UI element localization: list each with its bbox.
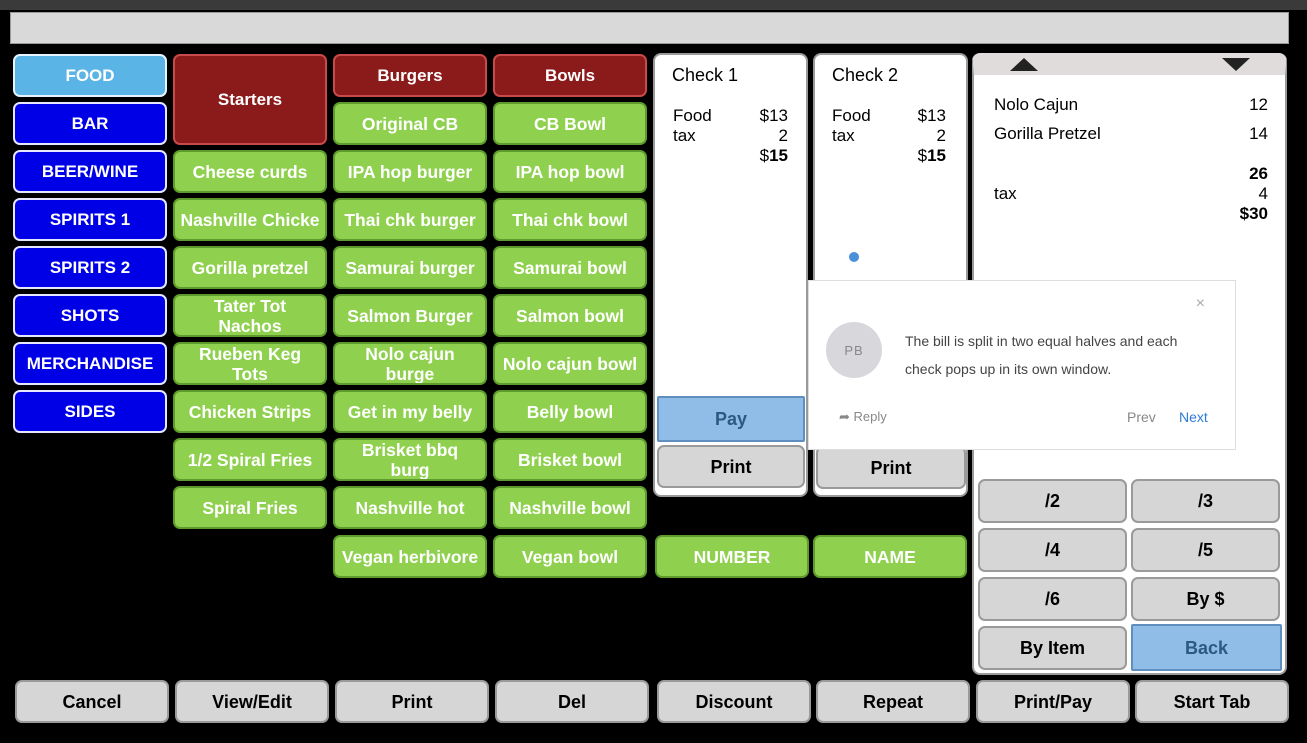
repeat-button[interactable]: Repeat (816, 680, 970, 723)
menu-item-original-cb[interactable]: Original CB (333, 102, 487, 145)
menu-item-nashville-bowl[interactable]: Nashville bowl (493, 486, 647, 529)
name-button[interactable]: NAME (813, 535, 967, 578)
cancel-button[interactable]: Cancel (15, 680, 169, 723)
check-1-total: $15 (760, 146, 788, 166)
check-1-food-label: Food (673, 106, 712, 125)
view-edit-button[interactable]: View/Edit (175, 680, 329, 723)
print-button[interactable]: Print (335, 680, 489, 723)
check-1-tax-label: tax (673, 126, 696, 145)
menu-item-nolo-cajun-bowl[interactable]: Nolo cajun bowl (493, 342, 647, 385)
menu-item-tater-tot-nachos[interactable]: Tater Tot Nachos (173, 294, 327, 337)
split-by-5-button[interactable]: /5 (1131, 528, 1280, 572)
close-icon[interactable]: × (1195, 295, 1205, 312)
check-2-print-button[interactable]: Print (816, 446, 966, 489)
menu-item-thai-chk-bowl[interactable]: Thai chk bowl (493, 198, 647, 241)
menu-item-nolo-cajun-burger[interactable]: Nolo cajun burge (333, 342, 487, 385)
split-by-3-button[interactable]: /3 (1131, 479, 1280, 523)
check-2-food-label: Food (832, 106, 871, 125)
category-beer-wine[interactable]: BEER/WINE (13, 150, 167, 193)
menu-item-cb-bowl[interactable]: CB Bowl (493, 102, 647, 145)
reply-arrow-icon: ➦ (839, 409, 854, 424)
split-by-2-button[interactable]: /2 (978, 479, 1127, 523)
category-merchandise[interactable]: MERCHANDISE (13, 342, 167, 385)
menu-item-thai-chk-burger[interactable]: Thai chk burger (333, 198, 487, 241)
next-link[interactable]: Next (1179, 409, 1208, 425)
check-1-print-button[interactable]: Print (657, 445, 805, 488)
menu-item-rueben-keg-tots[interactable]: Rueben Keg Tots (173, 342, 327, 385)
menu-item-ipa-hop-bowl[interactable]: IPA hop bowl (493, 150, 647, 193)
menu-item-brisket-bowl[interactable]: Brisket bowl (493, 438, 647, 481)
menu-item-get-in-my-belly[interactable]: Get in my belly (333, 390, 487, 433)
split-by-4-button[interactable]: /4 (978, 528, 1127, 572)
check-2-tax-value: 2 (936, 126, 946, 145)
popup-message: The bill is split in two equal halves an… (905, 333, 1178, 377)
order-total: $30 (1239, 204, 1268, 223)
bowls-header[interactable]: Bowls (493, 54, 647, 97)
check-1-food-value: $13 (759, 106, 788, 125)
category-shots[interactable]: SHOTS (13, 294, 167, 337)
hotspot-dot[interactable] (849, 252, 859, 262)
order-subtotal: 26 (1249, 164, 1268, 183)
check-2-title: Check 2 (832, 65, 899, 85)
burgers-header[interactable]: Burgers (333, 54, 487, 97)
menu-item-samurai-bowl[interactable]: Samurai bowl (493, 246, 647, 289)
menu-item-ipa-hop-burger[interactable]: IPA hop burger (333, 150, 487, 193)
check-2-tax-label: tax (832, 126, 855, 145)
check-1-tax-value: 2 (778, 126, 788, 145)
check-1-title: Check 1 (672, 65, 739, 85)
split-by-6-button[interactable]: /6 (978, 577, 1127, 621)
starters-header[interactable]: Starters (173, 54, 327, 145)
menu-item-nashville-hot[interactable]: Nashville hot (333, 486, 487, 529)
discount-button[interactable]: Discount (657, 680, 811, 723)
split-by-amount-button[interactable]: By $ (1131, 577, 1280, 621)
order-item-price: 12 (1249, 95, 1268, 114)
category-food[interactable]: FOOD (13, 54, 167, 97)
check-2-food-value: $13 (917, 106, 946, 125)
category-spirits-1[interactable]: SPIRITS 1 (13, 198, 167, 241)
menu-item-vegan-bowl[interactable]: Vegan bowl (493, 535, 647, 578)
prev-link[interactable]: Prev (1127, 409, 1156, 425)
category-spirits-2[interactable]: SPIRITS 2 (13, 246, 167, 289)
menu-item-gorilla-pretzel[interactable]: Gorilla pretzel (173, 246, 327, 289)
menu-item-brisket-bbq-burger[interactable]: Brisket bbq burg (333, 438, 487, 481)
menu-item-nashville-chicken[interactable]: Nashville Chicke (173, 198, 327, 241)
reply-label: Reply (853, 409, 887, 424)
menu-item-belly-bowl[interactable]: Belly bowl (493, 390, 647, 433)
menu-item-salmon-bowl[interactable]: Salmon bowl (493, 294, 647, 337)
check-2-total-value: 15 (927, 146, 946, 165)
avatar: PB (826, 322, 882, 378)
category-sides[interactable]: SIDES (13, 390, 167, 433)
number-button[interactable]: NUMBER (655, 535, 809, 578)
order-item-name: Gorilla Pretzel (994, 124, 1101, 143)
menu-item-samurai-burger[interactable]: Samurai burger (333, 246, 487, 289)
check-1-total-prefix: $ (759, 146, 770, 165)
menu-item-chicken-strips[interactable]: Chicken Strips (173, 390, 327, 433)
order-tax-value: 4 (1258, 184, 1268, 203)
start-tab-button[interactable]: Start Tab (1135, 680, 1289, 723)
top-status-bar (10, 12, 1289, 44)
split-by-item-button[interactable]: By Item (978, 626, 1127, 670)
menu-item-half-spiral-fries[interactable]: 1/2 Spiral Fries (173, 438, 327, 481)
annotation-popup: × PB The bill is split in two equal halv… (808, 280, 1236, 450)
scroll-down-icon[interactable] (1222, 58, 1250, 71)
check-1-pay-button[interactable]: Pay (657, 396, 805, 442)
window-top-edge (0, 0, 1307, 10)
reply-link[interactable]: ➦ Reply (839, 409, 887, 425)
order-item-price: 14 (1249, 124, 1268, 143)
print-pay-button[interactable]: Print/Pay (976, 680, 1130, 723)
scroll-up-icon[interactable] (1010, 58, 1038, 71)
check-1-total-value: 15 (769, 146, 788, 165)
check-2-total-prefix: $ (917, 146, 928, 165)
delete-button[interactable]: Del (495, 680, 649, 723)
category-bar[interactable]: BAR (13, 102, 167, 145)
menu-item-salmon-burger[interactable]: Salmon Burger (333, 294, 487, 337)
menu-item-spiral-fries[interactable]: Spiral Fries (173, 486, 327, 529)
menu-item-vegan-herbivore[interactable]: Vegan herbivore (333, 535, 487, 578)
back-button[interactable]: Back (1131, 624, 1282, 671)
menu-item-cheese-curds[interactable]: Cheese curds (173, 150, 327, 193)
check-2-total: $15 (918, 146, 946, 166)
order-tax-label: tax (994, 184, 1017, 203)
order-item-name: Nolo Cajun (994, 95, 1079, 114)
